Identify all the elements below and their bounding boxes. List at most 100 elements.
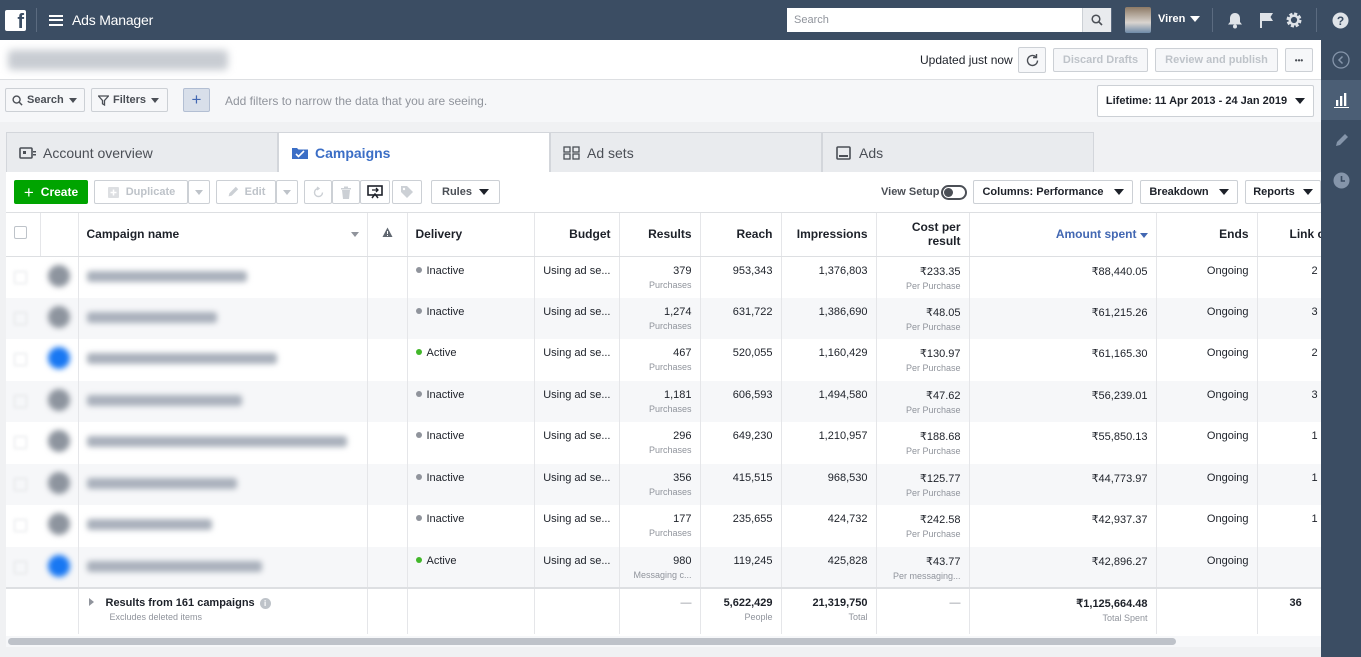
row-checkbox[interactable] [14, 270, 27, 284]
gear-icon[interactable] [1284, 10, 1304, 30]
row-checkbox[interactable] [14, 394, 27, 408]
reports-button[interactable]: Reports [1245, 180, 1321, 204]
edit-button[interactable]: Edit [216, 180, 276, 204]
add-filter-button[interactable]: + [183, 88, 210, 112]
charts-panel-button[interactable] [1321, 80, 1361, 120]
flag-icon[interactable] [1256, 10, 1276, 30]
search-input[interactable] [787, 8, 1082, 32]
table-row[interactable]: Inactive Using ad se... 177 Purchases 235,65… [6, 505, 1321, 547]
tab-campaigns[interactable]: Campaigns [278, 132, 550, 172]
filters-button[interactable]: Filters [91, 88, 168, 112]
campaign-toggle[interactable] [47, 388, 70, 411]
budget-cell[interactable]: Using ad se... [534, 505, 620, 547]
column-warnings[interactable] [367, 213, 408, 257]
discard-drafts-button[interactable]: Discard Drafts [1053, 48, 1148, 72]
search-button[interactable] [1082, 8, 1111, 32]
tab-account-overview[interactable]: Account overview [6, 132, 278, 172]
column-cost-per-result[interactable]: Cost per result [876, 213, 970, 257]
search-filter-button[interactable]: Search [5, 88, 85, 112]
delete-button[interactable] [332, 180, 360, 204]
campaign-toggle[interactable] [47, 513, 70, 535]
help-icon[interactable]: ? [1330, 10, 1350, 30]
breakdown-button[interactable]: Breakdown [1140, 180, 1238, 204]
column-amount-spent[interactable]: Amount spent [969, 213, 1157, 257]
column-ends[interactable]: Ends [1156, 213, 1258, 257]
duplicate-dropdown[interactable] [188, 180, 210, 204]
row-checkbox[interactable] [14, 477, 27, 491]
history-panel-button[interactable] [1321, 160, 1361, 200]
facebook-logo-icon[interactable]: f [5, 9, 26, 31]
horizontal-scrollbar[interactable] [8, 638, 1176, 645]
budget-cell[interactable]: Using ad se... [534, 422, 620, 464]
campaign-name-cell[interactable] [78, 297, 368, 339]
ab-test-button[interactable] [360, 180, 390, 204]
campaign-name-redacted[interactable] [86, 436, 347, 447]
budget-cell[interactable]: Using ad se... [534, 380, 620, 422]
duplicate-button[interactable]: Duplicate [94, 180, 188, 204]
campaign-toggle[interactable] [47, 305, 70, 328]
view-setup-toggle[interactable] [941, 185, 967, 200]
date-range-picker[interactable]: Lifetime: 11 Apr 2013 - 24 Jan 2019 [1097, 85, 1314, 117]
column-campaign-name[interactable]: Campaign name [78, 213, 368, 257]
collapse-panel-button[interactable] [1321, 40, 1361, 80]
create-button[interactable]: + Create [14, 180, 88, 204]
menu-icon[interactable] [49, 14, 63, 26]
edit-panel-button[interactable] [1321, 120, 1361, 160]
campaign-name-cell[interactable] [78, 380, 368, 422]
campaign-name-cell[interactable] [78, 339, 368, 381]
budget-cell[interactable]: Using ad se... [534, 297, 620, 339]
campaign-toggle[interactable] [47, 264, 70, 287]
campaign-name-redacted[interactable] [86, 394, 242, 406]
column-budget[interactable]: Budget [534, 213, 620, 257]
table-row[interactable]: Inactive Using ad se... 1,181 Purchases 606,… [6, 380, 1321, 422]
campaign-toggle[interactable] [47, 471, 70, 494]
account-selector[interactable] [8, 50, 228, 70]
campaign-name-cell[interactable] [78, 546, 368, 588]
info-icon[interactable]: i [259, 598, 271, 609]
columns-button[interactable]: Columns: Performance [973, 180, 1133, 204]
campaign-name-redacted[interactable] [86, 519, 212, 530]
campaign-name-redacted[interactable] [86, 353, 277, 364]
column-results[interactable]: Results [619, 213, 701, 257]
row-checkbox[interactable] [14, 560, 27, 574]
tag-button[interactable] [392, 180, 422, 204]
undo-button[interactable] [304, 180, 332, 204]
expand-icon[interactable] [88, 598, 94, 606]
campaign-toggle[interactable] [47, 430, 70, 452]
refresh-button[interactable] [1018, 47, 1046, 73]
campaign-name-redacted[interactable] [86, 477, 237, 489]
row-checkbox[interactable] [14, 311, 27, 325]
table-row[interactable]: Active Using ad se... 980 Messaging c... 119… [6, 546, 1321, 588]
row-checkbox[interactable] [14, 353, 27, 366]
avatar[interactable] [1125, 7, 1151, 33]
campaign-name-cell[interactable] [78, 256, 368, 298]
campaign-name-redacted[interactable] [86, 560, 262, 572]
campaign-name-redacted[interactable] [86, 270, 247, 282]
tab-ads[interactable]: Ads [822, 132, 1094, 172]
select-all-checkbox[interactable] [14, 226, 27, 240]
campaign-name-cell[interactable] [78, 505, 368, 547]
user-menu[interactable]: Viren [1158, 13, 1201, 25]
budget-cell[interactable]: Using ad se... [534, 463, 620, 505]
more-options-button[interactable]: ••• [1285, 48, 1313, 72]
campaign-toggle[interactable] [47, 347, 70, 369]
tab-ad-sets[interactable]: Ad sets [550, 132, 822, 172]
table-row[interactable]: Inactive Using ad se... 1,274 Purchases 631,… [6, 297, 1321, 339]
edit-dropdown[interactable] [276, 180, 298, 204]
notifications-icon[interactable] [1225, 10, 1245, 30]
table-row[interactable]: Inactive Using ad se... 356 Purchases 415,51… [6, 463, 1321, 505]
campaign-name-cell[interactable] [78, 463, 368, 505]
column-link-clicks[interactable]: Link c [1257, 213, 1321, 257]
column-reach[interactable]: Reach [700, 213, 782, 257]
budget-cell[interactable]: Using ad se... [534, 546, 620, 588]
review-publish-button[interactable]: Review and publish [1155, 48, 1278, 72]
table-row[interactable]: Inactive Using ad se... 296 Purchases 649,23… [6, 422, 1321, 464]
campaign-name-redacted[interactable] [86, 311, 217, 323]
row-checkbox[interactable] [14, 519, 27, 532]
budget-cell[interactable]: Using ad se... [534, 339, 620, 381]
column-delivery[interactable]: Delivery [407, 213, 535, 257]
campaign-toggle[interactable] [47, 554, 70, 577]
budget-cell[interactable]: Using ad se... [534, 256, 620, 298]
table-row[interactable]: Active Using ad se... 467 Purchases 520,055 1… [6, 339, 1321, 381]
table-row[interactable]: Inactive Using ad se... 379 Purchases 953,34… [6, 256, 1321, 298]
